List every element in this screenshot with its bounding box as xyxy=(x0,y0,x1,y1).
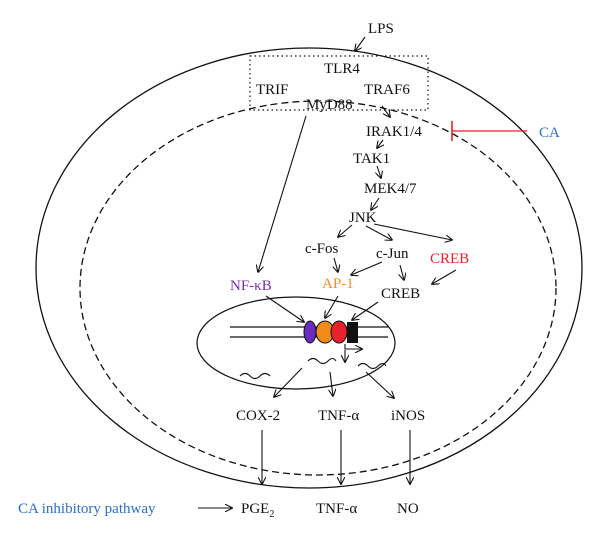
arrow-crebred-creb xyxy=(432,269,457,284)
node-jnk: JNK xyxy=(349,210,377,226)
node-nfkb: NF-κB xyxy=(230,278,272,294)
arrow-jnk-cfos xyxy=(338,224,353,237)
nfkb-binding-site xyxy=(303,320,317,344)
receptor-complex-box xyxy=(249,55,429,111)
arrow-irak-tak1 xyxy=(377,139,383,148)
node-tak1: TAK1 xyxy=(353,151,390,167)
node-cjun: c-Jun xyxy=(376,246,409,262)
arrow-nucleus-tnfa xyxy=(330,371,333,396)
node-tlr4: TLR4 xyxy=(324,61,360,77)
mrna-right xyxy=(357,362,387,370)
node-mek: MEK4/7 xyxy=(364,181,417,197)
node-ap1: AP-1 xyxy=(322,276,354,292)
nucleus xyxy=(196,296,396,390)
arrow-nfkb-dna xyxy=(265,295,304,322)
output-no: NO xyxy=(397,501,419,517)
arrow-mek-jnk xyxy=(371,197,380,210)
arrow-jnk-creb xyxy=(373,223,452,240)
arrow-traf6-irak xyxy=(381,105,390,117)
node-lps: LPS xyxy=(368,21,394,37)
arrow-ap1-dna xyxy=(325,295,339,318)
output-tnfa: TNF-α xyxy=(316,501,357,517)
mrna-left xyxy=(239,372,271,380)
inhibitory-pathway-label: CA inhibitory pathway xyxy=(18,501,156,517)
node-creb-red: CREB xyxy=(430,251,469,267)
arrow-cjun-creb xyxy=(400,264,404,280)
node-cox2: COX-2 xyxy=(236,408,280,424)
transcription-start-arrow xyxy=(344,344,362,349)
arrow-cjun-ap1 xyxy=(351,261,383,275)
node-irak: IRAK1/4 xyxy=(366,124,422,140)
arrow-creb-dna xyxy=(352,301,379,320)
cell-inner-membrane xyxy=(79,100,557,476)
output-pge2: PGE2 xyxy=(241,501,274,520)
arrow-lps-tlr4 xyxy=(355,36,366,51)
cell-outer-membrane xyxy=(35,47,583,489)
arrow-cfos-ap1 xyxy=(334,257,338,272)
node-inos: iNOS xyxy=(391,408,425,424)
node-traf6: TRAF6 xyxy=(364,82,410,98)
node-ca: CA xyxy=(539,125,560,141)
arrow-jnk-cjun xyxy=(365,225,392,240)
node-myd88: MyD88 xyxy=(306,97,353,113)
arrow-nucleus-inos xyxy=(365,371,394,398)
node-cfos: c-Fos xyxy=(305,241,338,257)
arrow-myd88-nfkb xyxy=(258,115,307,272)
node-tnfa: TNF-α xyxy=(318,408,359,424)
node-trif: TRIF xyxy=(256,82,289,98)
mrna-middle xyxy=(307,357,337,365)
arrow-tak1-mek xyxy=(377,165,381,178)
creb-binding-site xyxy=(330,320,348,344)
node-creb-black: CREB xyxy=(381,286,420,302)
arrow-nucleus-cox2 xyxy=(274,367,303,397)
promoter-box xyxy=(347,322,358,343)
